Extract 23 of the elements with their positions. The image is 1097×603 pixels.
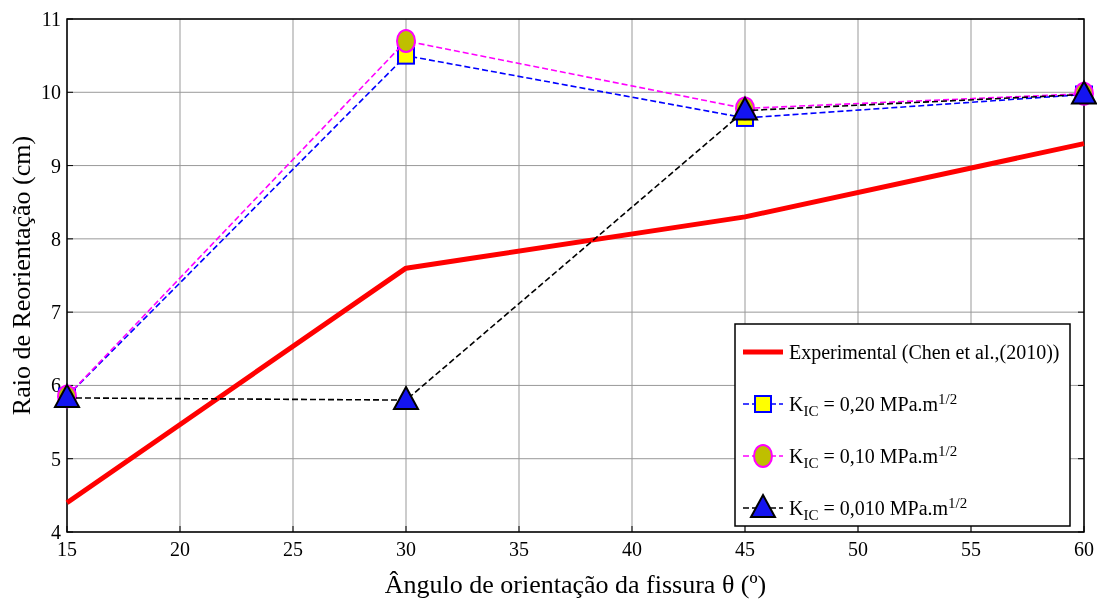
y-axis-title: Raio de Reorientação (cm) xyxy=(7,135,36,416)
point xyxy=(396,28,416,53)
x-tick-label: 40 xyxy=(622,538,642,560)
x-tick-label: 45 xyxy=(735,538,755,560)
legend-label: K$_{IC}$ = 0,20 MPa.m$^{1/2}$ xyxy=(789,391,958,419)
x-tick-label: 30 xyxy=(396,538,416,560)
y-tick-label: 11 xyxy=(41,8,61,30)
y-tick-label: 10 xyxy=(41,81,61,104)
legend-label: K$_{IC}$ = 0,10 MPa.m$^{1/2}$ xyxy=(789,443,958,471)
x-tick-label: 25 xyxy=(283,538,303,560)
legend-label: Experimental (Chen et al.,(2010)) xyxy=(789,341,1060,364)
x-tick-label: 20 xyxy=(170,538,190,560)
x-tick-label: 60 xyxy=(1074,538,1094,560)
legend-label: K$_{IC}$ = 0,010 MPa.m$^{1/2}$ xyxy=(789,495,968,523)
x-axis-title: Ângulo de orientação da fissura θ (º) xyxy=(384,570,767,599)
y-tick-label: 5 xyxy=(51,447,61,470)
y-tick-label: 8 xyxy=(51,227,61,250)
x-tick-label: 50 xyxy=(848,538,868,560)
x-tick-label: 35 xyxy=(509,538,529,560)
y-tick-label: 9 xyxy=(51,154,61,177)
point xyxy=(393,386,419,411)
x-tick-label: 55 xyxy=(961,538,981,560)
y-tick-label: 7 xyxy=(51,301,61,324)
